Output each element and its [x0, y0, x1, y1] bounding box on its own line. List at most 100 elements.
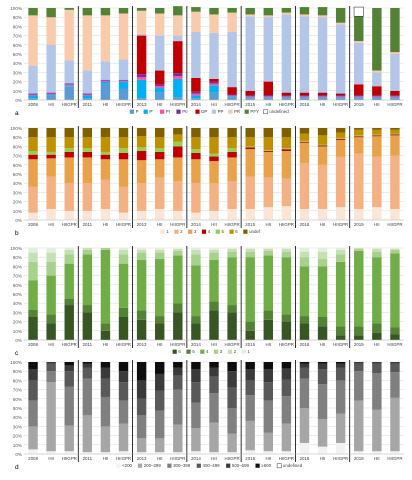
y-tick-label: 50% — [13, 406, 22, 411]
bar-segment — [209, 210, 219, 220]
y-tick-label: 80% — [13, 144, 22, 149]
bar-segment — [173, 78, 183, 98]
bar-segment — [335, 367, 346, 381]
y-tick-label: 0% — [15, 98, 22, 103]
bar-segment — [299, 7, 310, 15]
bar-segment — [82, 93, 93, 95]
bar-segment — [227, 94, 237, 96]
bar-segment — [28, 186, 38, 213]
bar-segment — [263, 8, 273, 16]
bar-segment — [281, 137, 292, 149]
bar-segment — [28, 380, 38, 401]
bar-segment — [372, 156, 382, 208]
bar-segment — [209, 128, 219, 138]
x-tick-label: 2018 — [300, 342, 310, 347]
bar-segment — [209, 249, 219, 253]
bar-segment — [191, 152, 201, 160]
bar-segment — [245, 98, 255, 100]
bar-segment — [299, 248, 310, 252]
x-tick-label: 2013 — [137, 456, 147, 461]
chart-panel-c: 0% 10% 20% 30% 40% 50% 60% 70% 80% 90% 100% 2008 HII… — [10, 246, 404, 357]
bar-segment — [335, 413, 346, 443]
bar-segment — [82, 452, 93, 454]
bar-segment — [354, 137, 364, 154]
legend-label: PII — [182, 109, 187, 114]
bar-segment — [245, 146, 255, 148]
x-tick-label: HII — [211, 222, 217, 227]
x-tick-label: 2014 — [191, 342, 201, 347]
bar-segment — [155, 70, 165, 85]
bar-segment — [227, 408, 237, 434]
y-tick-label: 50% — [13, 172, 22, 177]
bar-segment — [100, 396, 111, 427]
bar-segment — [191, 31, 201, 78]
bar-segment — [299, 367, 310, 379]
bar-segment — [317, 251, 328, 260]
legend-swatch — [143, 109, 148, 114]
bar-segment — [281, 149, 292, 151]
bar-segment — [28, 317, 38, 340]
bar-segment — [335, 22, 346, 25]
x-tick-label: HII — [103, 342, 109, 347]
bar-segment — [209, 32, 219, 79]
bar-segment — [281, 12, 292, 15]
y-tick-label: 30% — [13, 70, 22, 75]
bar-segment — [100, 249, 111, 324]
bar-segment — [317, 95, 328, 97]
bar-segment — [317, 15, 328, 18]
x-tick-label: 2015 — [245, 102, 255, 107]
bar-segment — [100, 83, 111, 100]
bar-segment — [209, 422, 219, 453]
bar-segment — [245, 90, 255, 96]
bar-segment — [209, 376, 219, 394]
bar-segment — [281, 257, 292, 315]
x-tick-label: HIIGPR — [387, 222, 402, 227]
bar-segment — [354, 95, 364, 97]
y-tick-label: 0% — [15, 452, 22, 457]
bar-segment — [209, 83, 219, 86]
bar-segment — [173, 248, 183, 249]
x-tick-label: HIIGPR — [333, 456, 348, 461]
bar-segment — [191, 402, 201, 429]
x-tick-label: HIIGPR — [387, 456, 402, 461]
bar-segment — [263, 400, 273, 433]
y-tick-label: 90% — [13, 369, 22, 374]
bar-segment — [64, 9, 74, 61]
bar-segment — [191, 451, 201, 454]
bar-segment — [155, 88, 165, 93]
bar-segment — [28, 95, 38, 99]
x-tick-label: HIIGPR — [225, 222, 240, 227]
bar-segment — [46, 451, 56, 454]
bar-segment — [299, 442, 310, 454]
legend-swatch — [200, 349, 205, 354]
bar-segment — [263, 98, 273, 100]
bar-segment — [64, 86, 74, 100]
bar-segment — [173, 424, 183, 453]
bar-segment — [317, 446, 328, 454]
bar-segment — [317, 146, 328, 165]
bar-segment — [245, 137, 255, 147]
bar-segment — [191, 183, 201, 213]
bar-segment — [317, 248, 328, 252]
bar-segment — [118, 137, 129, 149]
bar-segment — [263, 177, 273, 208]
bar-segment — [100, 159, 111, 180]
legend-label: 4 — [208, 229, 211, 234]
x-tick-label: HII — [103, 102, 109, 107]
bar-segment — [390, 248, 400, 249]
bar-segment — [155, 362, 165, 374]
y-tick-label: 10% — [13, 89, 22, 94]
bar-segment — [100, 128, 111, 138]
bar-segment — [281, 396, 292, 424]
bar-segment — [263, 96, 273, 98]
bar-segment — [390, 96, 400, 98]
bar-segment — [173, 255, 183, 304]
bar-segment — [372, 257, 382, 324]
legend-label: DP — [201, 109, 207, 114]
bar-segment — [209, 393, 219, 423]
bar-segment — [82, 15, 93, 71]
bar-segment — [335, 249, 346, 255]
legend-label: 3 — [220, 349, 223, 354]
bar-segment — [317, 259, 328, 267]
bar-segment — [100, 154, 111, 160]
